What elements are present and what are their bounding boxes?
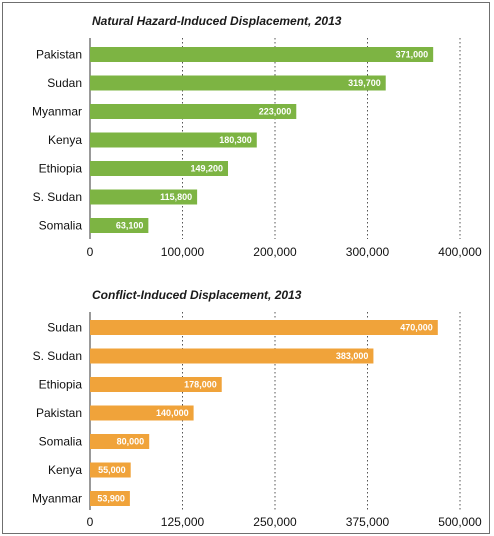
- category-label: Sudan: [47, 321, 82, 335]
- category-label: S. Sudan: [33, 190, 82, 204]
- category-label: Kenya: [48, 463, 82, 477]
- bar: [90, 320, 438, 335]
- category-label: Somalia: [39, 219, 83, 233]
- bar: [90, 462, 131, 478]
- data-label: 371,000: [396, 50, 429, 60]
- data-label: 55,000: [98, 465, 126, 475]
- bar: [90, 47, 434, 62]
- bar: [90, 218, 149, 233]
- data-label: 223,000: [259, 107, 292, 117]
- x-tick-label: 0: [87, 245, 94, 259]
- x-tick-label: 500,000: [438, 515, 482, 529]
- bar: [90, 104, 297, 119]
- bar: [90, 405, 194, 421]
- data-label: 180,300: [219, 135, 252, 145]
- bar: [90, 189, 198, 205]
- category-label: Myanmar: [32, 492, 82, 506]
- bar: [90, 75, 386, 91]
- category-label: Ethiopia: [39, 378, 83, 392]
- data-label: 149,200: [190, 164, 223, 174]
- chart-title: Natural Hazard-Induced Displacement, 201…: [92, 14, 342, 28]
- bar: [90, 161, 229, 176]
- category-label: S. Sudan: [33, 349, 82, 363]
- category-label: Pakistan: [36, 406, 82, 420]
- data-label: 53,900: [97, 494, 125, 504]
- bar: [90, 132, 257, 148]
- data-label: 319,700: [348, 78, 381, 88]
- bar: [90, 377, 222, 392]
- category-label: Ethiopia: [39, 162, 83, 176]
- chart-title: Conflict-Induced Displacement, 2013: [92, 288, 302, 302]
- data-label: 115,800: [160, 192, 192, 202]
- bar: [90, 348, 374, 364]
- data-label: 178,000: [184, 380, 217, 390]
- natural-hazard-chart: Natural Hazard-Induced Displacement, 201…: [32, 14, 482, 259]
- x-tick-label: 0: [87, 515, 94, 529]
- conflict-chart: Conflict-Induced Displacement, 2013 Suda…: [32, 288, 482, 529]
- data-label: 140,000: [156, 408, 189, 418]
- category-label: Pakistan: [36, 48, 82, 62]
- x-tick-label: 100,000: [161, 245, 205, 259]
- category-label: Sudan: [47, 76, 82, 90]
- data-label: 470,000: [400, 323, 433, 333]
- x-tick-label: 375,000: [346, 515, 390, 529]
- bar: [90, 491, 130, 506]
- category-label: Somalia: [39, 435, 83, 449]
- category-label: Myanmar: [32, 105, 82, 119]
- x-tick-label: 250,000: [253, 515, 297, 529]
- data-label: 80,000: [117, 437, 145, 447]
- bar: [90, 434, 150, 449]
- x-tick-label: 300,000: [346, 245, 390, 259]
- data-label: 63,100: [116, 221, 144, 231]
- x-tick-label: 400,000: [438, 245, 482, 259]
- data-label: 383,000: [336, 351, 369, 361]
- category-label: Kenya: [48, 133, 82, 147]
- x-tick-label: 200,000: [253, 245, 297, 259]
- x-tick-label: 125,000: [161, 515, 205, 529]
